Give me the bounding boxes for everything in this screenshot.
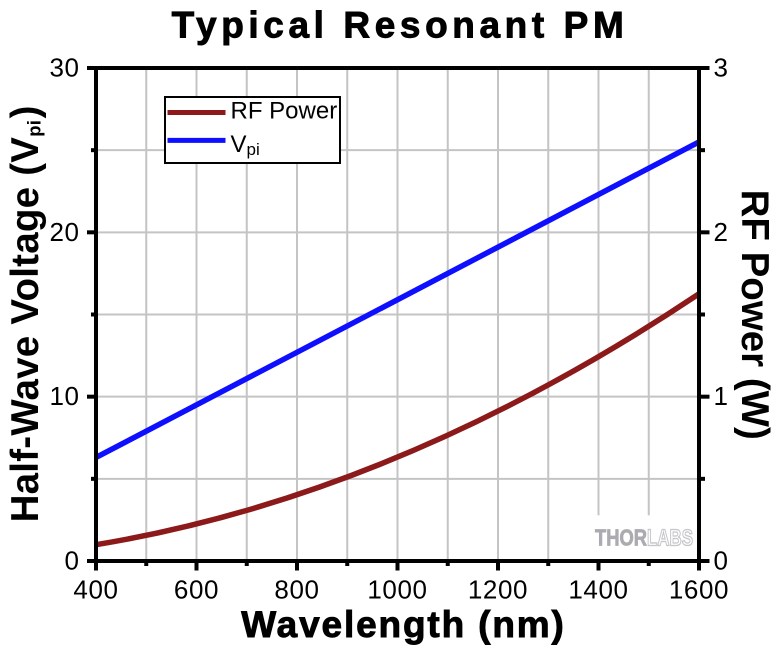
svg-text:0: 0	[714, 546, 729, 576]
svg-text:RF Power (W): RF Power (W)	[733, 190, 776, 440]
svg-text:Half-Wave Voltage (Vpi): Half-Wave Voltage (Vpi)	[4, 105, 47, 522]
svg-text:3: 3	[714, 53, 729, 83]
svg-text:RF Power: RF Power	[231, 97, 338, 124]
svg-text:Typical Resonant PM: Typical Resonant PM	[172, 5, 629, 46]
svg-text:LABS: LABS	[647, 524, 693, 550]
svg-text:1000: 1000	[367, 574, 427, 604]
svg-text:600: 600	[174, 574, 219, 604]
svg-text:800: 800	[274, 574, 319, 604]
svg-text:0: 0	[65, 546, 80, 576]
svg-text:1: 1	[714, 381, 729, 411]
svg-text:10: 10	[49, 381, 79, 411]
svg-text:2: 2	[714, 217, 729, 247]
svg-text:400: 400	[73, 574, 118, 604]
svg-text:Wavelength (nm): Wavelength (nm)	[241, 604, 565, 645]
svg-text:1400: 1400	[568, 574, 628, 604]
svg-text:20: 20	[49, 217, 79, 247]
svg-text:1600: 1600	[669, 574, 729, 604]
svg-text:THOR: THOR	[595, 524, 647, 550]
svg-text:1200: 1200	[468, 574, 528, 604]
svg-text:30: 30	[49, 53, 79, 83]
